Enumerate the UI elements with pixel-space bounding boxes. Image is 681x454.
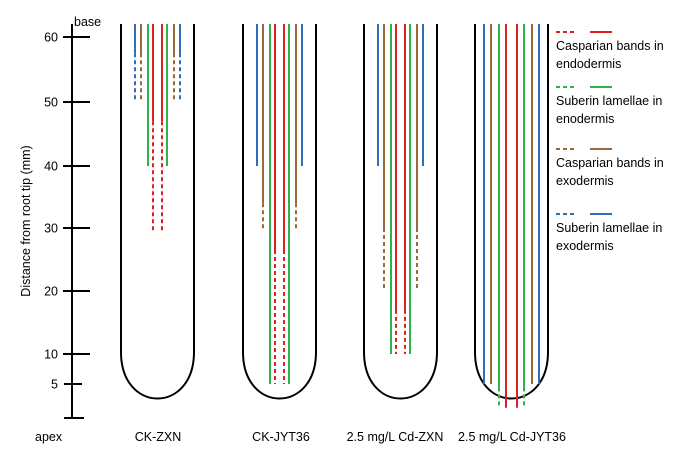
root-2: CK-JYT36	[242, 24, 317, 444]
axis-apex-label: apex	[35, 430, 63, 444]
root-outlines: CK-ZXN CK-JYT36 2.5 mg/L Cd-ZXN 2.5 mg/L Cd…	[120, 24, 566, 444]
axis-tick-label: 50	[44, 96, 58, 110]
axis-title: Distance from root tip (mm)	[19, 145, 33, 296]
legend-label-line2: exodermis	[556, 239, 614, 253]
root-1: CK-ZXN	[120, 24, 195, 444]
legend-label-line2: endodermis	[556, 57, 621, 71]
root-outline	[474, 24, 549, 400]
axis-ticks: 60 50 40 30 20 10 5	[44, 31, 90, 419]
root-outline	[363, 24, 438, 400]
legend-label-line2: exodermis	[556, 174, 614, 188]
root-4: 2.5 mg/L Cd-JYT36	[458, 24, 566, 444]
root-label: 2.5 mg/L Cd-JYT36	[458, 430, 566, 444]
root-label: CK-ZXN	[135, 430, 182, 444]
root-outline	[242, 24, 317, 400]
legend-label-line1: Casparian bands in	[556, 156, 664, 170]
root-3: 2.5 mg/L Cd-ZXN	[347, 24, 444, 444]
legend-label-line1: Casparian bands in	[556, 39, 664, 53]
legend-item-3: Casparian bands in exodermis	[556, 148, 664, 188]
axis-tick-label: 30	[44, 222, 58, 236]
legend-label-line2: enodermis	[556, 112, 614, 126]
root-label: CK-JYT36	[252, 430, 310, 444]
legend: Casparian bands in endodermis Suberin lame…	[556, 31, 664, 253]
distance-axis: base apex Distance from root tip (mm) 60…	[19, 15, 101, 444]
legend-item-4: Suberin lamellae in exodermis	[556, 213, 662, 253]
axis-base-label: base	[74, 15, 101, 29]
legend-item-2: Suberin lamellae in enodermis	[556, 86, 662, 126]
legend-label-line1: Suberin lamellae in	[556, 221, 662, 235]
axis-tick-label: 10	[44, 348, 58, 362]
axis-tick-label: 40	[44, 160, 58, 174]
legend-item-1: Casparian bands in endodermis	[556, 31, 664, 71]
axis-tick-label: 20	[44, 285, 58, 299]
axis-tick-label: 60	[44, 31, 58, 45]
root-label: 2.5 mg/L Cd-ZXN	[347, 430, 444, 444]
legend-label-line1: Suberin lamellae in	[556, 94, 662, 108]
root-outline	[120, 24, 195, 400]
axis-tick-label: 5	[51, 378, 58, 392]
